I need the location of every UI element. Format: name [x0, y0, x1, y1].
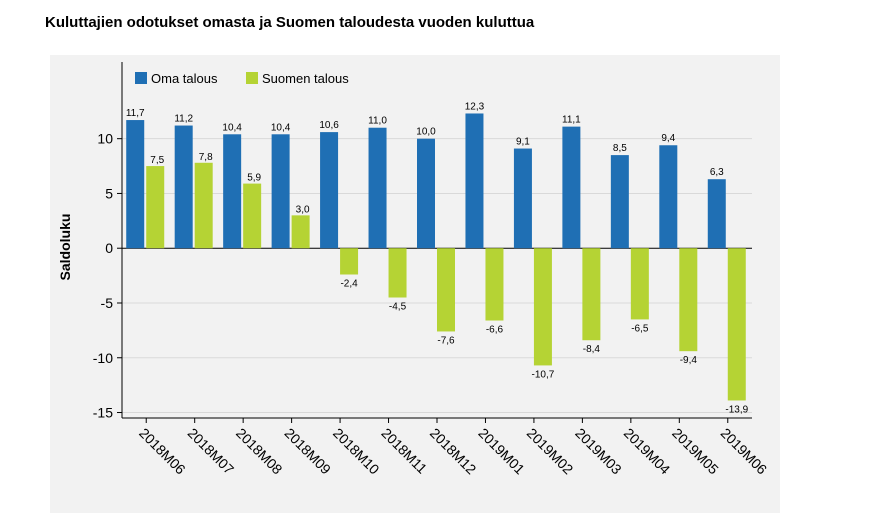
y-tick-label: 10: [97, 131, 113, 147]
bar-suomen-talous: [388, 248, 407, 298]
data-label: 3,0: [296, 204, 310, 215]
x-tick-label: 2019M05: [669, 425, 722, 478]
data-label: -13,9: [725, 404, 748, 415]
axes: -15 -10 -5 0 5 10: [93, 62, 752, 423]
data-label: 11,0: [368, 116, 387, 127]
x-tick-label: 2018M06: [136, 425, 189, 478]
bar-oma-talous: [126, 120, 145, 249]
bar-suomen-talous: [146, 166, 165, 249]
bar-oma-talous: [513, 148, 532, 249]
bar-oma-talous: [659, 145, 678, 249]
legend-label: Oma talous: [151, 71, 218, 86]
data-label: -2,4: [340, 279, 358, 290]
data-label: 11,2: [174, 114, 193, 125]
data-label: 6,3: [710, 167, 724, 178]
data-label: -9,4: [680, 355, 698, 366]
value-labels: 11,7 7,5 11,2 7,8 10,4 5,9 10,4 3,0 10,6 -2,4 11,0…: [126, 101, 749, 415]
x-tick-label: 2018M08: [233, 425, 286, 478]
legend-swatch: [246, 72, 258, 84]
data-label: 9,1: [516, 137, 530, 148]
bar-oma-talous: [465, 113, 484, 249]
bar-oma-talous: [320, 132, 339, 249]
x-tick-label: 2018M09: [281, 425, 334, 478]
data-label: -8,4: [583, 344, 601, 355]
x-tick-label: 2018M10: [330, 425, 383, 478]
bar-suomen-talous: [727, 248, 746, 401]
bar-suomen-talous: [194, 162, 213, 249]
bar-suomen-talous: [485, 248, 504, 321]
bar-suomen-talous: [630, 248, 649, 320]
bar-suomen-talous: [533, 248, 552, 366]
data-label: 10,0: [416, 127, 436, 138]
x-tick-label: 2019M04: [621, 425, 674, 478]
data-label: -6,5: [631, 323, 649, 334]
data-label: 8,5: [613, 143, 627, 154]
data-label: 10,6: [319, 120, 339, 131]
bar-oma-talous: [707, 179, 726, 249]
bar-oma-talous: [417, 138, 435, 249]
legend: Oma talous Suomen talous: [135, 71, 349, 86]
data-label: 7,5: [150, 155, 164, 166]
bar-suomen-talous: [340, 248, 359, 275]
y-tick-label: -10: [93, 350, 113, 366]
data-label: 11,1: [562, 115, 581, 126]
data-label: -4,5: [389, 302, 407, 313]
x-tick-label: 2019M06: [718, 425, 771, 478]
bar-oma-talous: [174, 125, 193, 249]
bar-oma-talous: [271, 134, 290, 249]
legend-swatch: [135, 72, 147, 84]
data-label: 7,8: [199, 152, 213, 163]
bar-oma-talous: [368, 127, 387, 249]
data-label: 11,7: [126, 108, 145, 119]
x-tick-label: 2019M01: [475, 425, 528, 478]
bars: [126, 113, 746, 401]
x-tick-label: 2018M11: [378, 425, 430, 477]
data-label: 12,3: [465, 101, 485, 112]
bar-suomen-talous: [679, 248, 698, 352]
chart-panel: [50, 55, 780, 513]
x-tick-label: 2018M07: [185, 425, 238, 478]
y-axis-title: Saldoluku: [57, 214, 73, 281]
y-tick-label: -5: [101, 295, 114, 311]
y-tick-label: 0: [105, 240, 113, 256]
data-label: 9,4: [661, 133, 675, 144]
y-tick-label: -15: [93, 405, 113, 421]
x-tick-label: 2019M02: [524, 425, 577, 478]
y-tick-label: 5: [105, 185, 113, 201]
data-label: -6,6: [486, 325, 504, 336]
bar-oma-talous: [223, 134, 242, 249]
legend-label: Suomen talous: [262, 71, 349, 86]
bar-suomen-talous: [582, 248, 601, 341]
data-label: 10,4: [222, 122, 242, 133]
bar-suomen-talous: [243, 183, 262, 249]
bar-oma-talous: [610, 155, 629, 249]
x-tick-label: 2019M03: [572, 425, 625, 478]
bar-oma-talous: [562, 126, 581, 249]
data-label: -7,6: [437, 335, 455, 346]
data-label: 5,9: [247, 173, 261, 184]
data-label: 10,4: [271, 122, 291, 133]
category-labels: 2018M062018M072018M082018M092018M102018M…: [136, 425, 770, 478]
bar-suomen-talous: [437, 248, 455, 332]
x-tick-label: 2018M12: [427, 425, 480, 478]
data-label: -10,7: [532, 369, 555, 380]
bar-suomen-talous: [291, 215, 310, 249]
chart-title: Kuluttajien odotukset omasta ja Suomen t…: [45, 14, 535, 31]
